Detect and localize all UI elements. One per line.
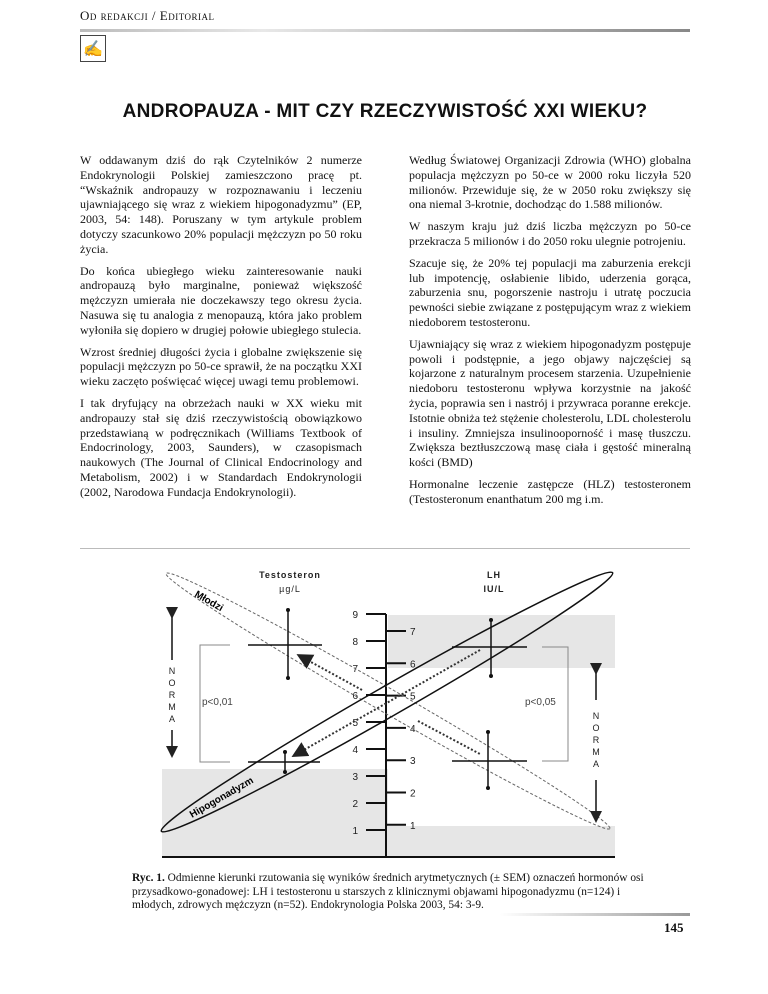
error-bars [248,610,527,788]
article-title: ANDROPAUZA - MIT CZY RZECZYWISTOŚĆ XXI W… [122,101,648,122]
header-rule [80,29,690,32]
left-axis-title: Testosteron [259,570,321,580]
young-ellipse [165,572,611,830]
caption-label: Ryc. 1. [132,872,165,884]
paragraph: W naszym kraju już dziś liczba mężczyzn … [409,219,691,248]
page-number: 145 [664,920,684,935]
figure-caption: Ryc. 1. Odmienne kierunki rzutowania się… [132,872,652,913]
right-axis-title: LH [487,570,501,580]
bracket-right [542,646,569,762]
paragraph: W oddawanym dziś do rąk Czytelników 2 nu… [80,153,362,256]
caption-text: Odmienne kierunki rzutowania się wyników… [132,872,644,911]
paragraph: Szacuje się, że 20% tej populacji ma zab… [409,255,691,329]
footer-rule [500,913,690,916]
right-column: Według Światowej Organizacji Zdrowia (WH… [409,153,691,514]
normal-range-band-lh [388,615,615,668]
left-axis-unit: µg/L [279,584,301,594]
paragraph: Hormonalne leczenie zastępcze (HLZ) test… [409,476,691,506]
right-tick-label: 3 [410,756,416,767]
norma-letter: N [593,711,600,721]
left-tick-label: 7 [352,664,358,675]
p-value-left: p<0,01 [202,697,233,708]
norma-letter: R [169,690,176,700]
norma-letter: O [168,678,175,688]
editorial-logo-icon: ✍ [80,35,106,62]
norma-letter: O [592,723,599,733]
norma-letter: M [168,702,176,712]
right-tick-label: 5 [410,692,416,703]
right-tick-label: 6 [410,659,416,670]
column-divider [80,548,690,549]
right-tick-label: 1 [410,821,416,832]
left-tick-label: 3 [352,772,358,783]
norma-letter: R [593,735,600,745]
low-range-band-testosterone [162,769,388,857]
right-tick-label: 2 [410,789,416,800]
left-tick-label: 8 [352,637,358,648]
hypogonadism-ellipse [160,571,614,833]
paragraph: Do końca ubiegłego wieku zainteresowanie… [80,263,362,337]
norma-letter: A [169,714,175,724]
left-column: W oddawanym dziś do rąk Czytelników 2 nu… [80,153,362,507]
left-tick-label: 9 [352,610,358,621]
section-header: Od redakcji / Editorial [80,8,215,23]
paragraph: Według Światowej Organizacji Zdrowia (WH… [409,153,691,212]
dotted-arrows [291,649,481,757]
norma-letter: A [593,759,599,769]
paragraph: Ujawniający się wraz z wiekiem hipogonad… [409,336,691,470]
paragraph: I tak dryfujący na obrzeżach nauki w XX … [80,395,362,499]
low-range-band-lh [388,826,615,857]
paragraph: Wzrost średniej długości życia i globaln… [80,344,362,389]
young-label: Młodzi [193,589,226,614]
left-tick-label: 5 [352,718,358,729]
p-value-right: p<0,05 [525,697,556,708]
right-axis-unit: IU/L [484,584,505,594]
norma-letter: N [169,666,176,676]
left-tick-label: 1 [352,826,358,837]
norma-letter: M [592,747,600,757]
bracket-left [199,644,230,763]
norma-arrows [166,607,602,823]
right-tick-label: 7 [410,627,416,638]
left-tick-label: 2 [352,799,358,810]
left-tick-label: 4 [352,745,358,756]
